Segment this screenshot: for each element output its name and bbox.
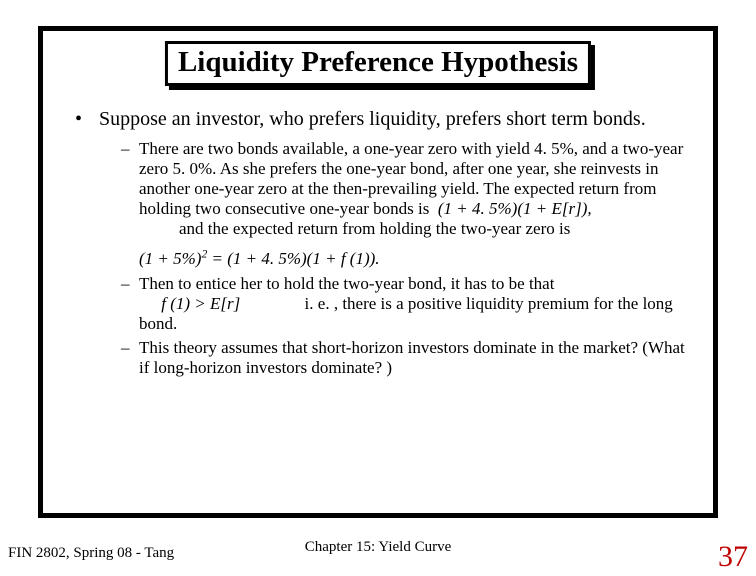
formula1a: (1 + 4. 5%)(1 + E[r]), [434, 199, 592, 218]
slide-frame: Liquidity Preference Hypothesis • Suppos… [38, 26, 718, 518]
bullet-level2: – Then to entice her to hold the two-yea… [121, 274, 689, 334]
bullet-level1: • Suppose an investor, who prefers liqui… [71, 107, 689, 131]
sub2a-span: Then to entice her to hold the two-year … [139, 274, 554, 293]
footer-center: Chapter 15: Yield Curve [305, 539, 452, 556]
bullet-dot: • [71, 107, 99, 131]
bullet1-text: Suppose an investor, who prefers liquidi… [99, 107, 646, 131]
sublist: – There are two bonds available, a one-y… [121, 139, 689, 378]
sub1-span: There are two bonds available, a one-yea… [139, 139, 683, 218]
slide-content: • Suppose an investor, who prefers liqui… [71, 107, 689, 382]
sub3-text: This theory assumes that short-horizon i… [139, 338, 689, 378]
formula2: f (1) > E[r] [157, 294, 240, 313]
formula1b: (1 + 5%)2 = (1 + 4. 5%)(1 + f (1)). [139, 249, 380, 268]
page-number: 37 [718, 540, 748, 574]
bullet-level2: – There are two bonds available, a one-y… [121, 139, 689, 239]
bullet-dash: – [121, 274, 139, 334]
sub1-text: There are two bonds available, a one-yea… [139, 139, 689, 239]
bullet-dash: – [121, 338, 139, 378]
slide-title: Liquidity Preference Hypothesis [178, 46, 578, 79]
bullet-level2: – This theory assumes that short-horizon… [121, 338, 689, 378]
sub1-cont: and the expected return from holding the… [179, 219, 570, 238]
sub2-text: Then to entice her to hold the two-year … [139, 274, 689, 334]
footer-left: FIN 2802, Spring 08 - Tang [8, 545, 174, 562]
bullet-dash: – [121, 139, 139, 239]
title-box: Liquidity Preference Hypothesis [165, 41, 591, 86]
formula1b-line: (1 + 5%)2 = (1 + 4. 5%)(1 + f (1)). [139, 243, 689, 270]
